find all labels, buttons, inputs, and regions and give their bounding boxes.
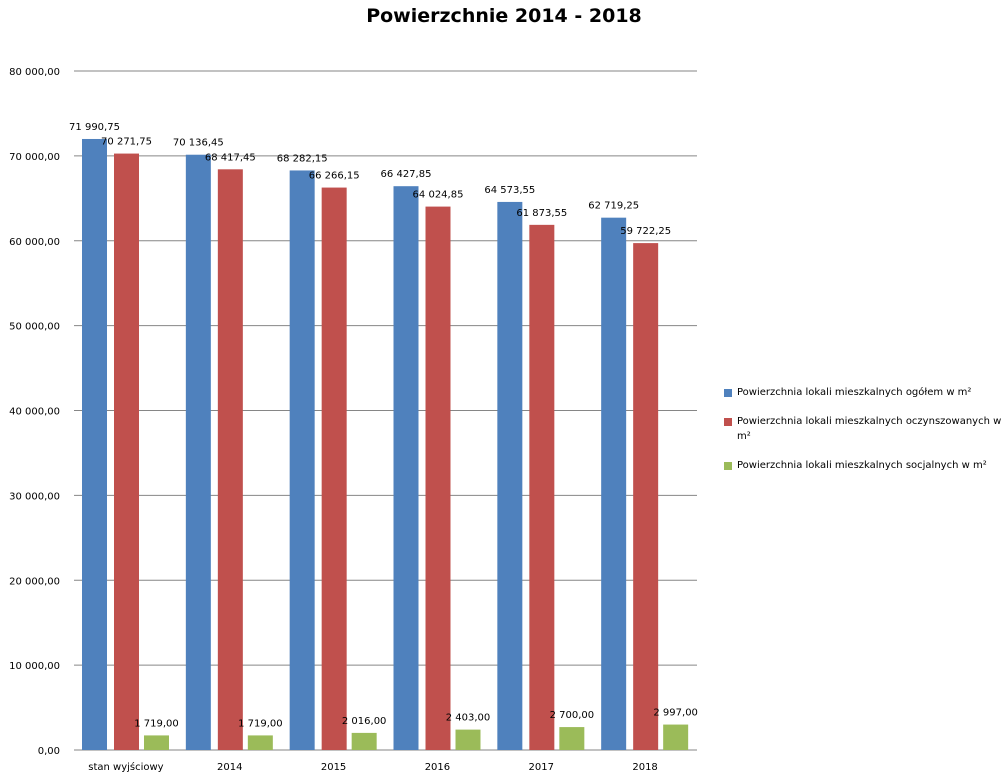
chart-title: Powierzchnie 2014 - 2018	[366, 5, 642, 27]
y-tick-label: 70 000,00	[9, 152, 60, 163]
bar	[82, 138, 107, 750]
bar	[455, 729, 481, 750]
bar	[144, 735, 169, 750]
bar	[601, 217, 627, 751]
x-tick-label: stan wyjściowy	[88, 761, 163, 773]
bar	[247, 735, 273, 750]
bar	[497, 201, 523, 750]
data-label: 61 873,55	[516, 208, 567, 219]
data-label: 2 403,00	[446, 713, 491, 724]
y-tick-label: 10 000,00	[9, 661, 60, 672]
y-tick-label: 80 000,00	[9, 67, 60, 78]
bar	[114, 153, 139, 750]
data-label: 1 719,00	[238, 718, 283, 729]
legend-swatch	[724, 462, 732, 470]
data-label: 64 573,55	[484, 185, 535, 196]
bar	[321, 187, 347, 751]
data-label: 59 722,25	[620, 226, 671, 237]
bar	[529, 224, 555, 750]
bar	[185, 154, 211, 751]
legend-swatch	[724, 389, 732, 397]
y-tick-label: 20 000,00	[9, 576, 60, 587]
data-label: 66 266,15	[309, 171, 360, 182]
bar	[559, 727, 585, 750]
x-tick-label: 2014	[217, 762, 242, 773]
bar	[425, 206, 451, 750]
data-label: 66 427,85	[381, 169, 432, 180]
y-tick-label: 30 000,00	[9, 491, 60, 502]
legend-label: Powierzchnia lokali mieszkalnych oczynsz…	[737, 416, 1002, 442]
y-tick-label: 60 000,00	[9, 237, 60, 248]
data-label: 64 024,85	[413, 190, 464, 201]
data-label: 70 136,45	[173, 138, 224, 149]
legend-item: Powierzchnia lokali mieszkalnych oczynsz…	[724, 414, 1004, 444]
legend-label: Powierzchnia lokali mieszkalnych socjaln…	[737, 460, 987, 471]
x-tick-label: 2016	[425, 762, 450, 773]
bar	[663, 724, 689, 750]
x-tick-label: 2015	[321, 762, 346, 773]
y-tick-label: 50 000,00	[9, 322, 60, 333]
data-label: 68 282,15	[277, 153, 328, 164]
data-label: 1 719,00	[134, 718, 179, 729]
bar	[351, 732, 377, 750]
bar	[289, 170, 315, 750]
bar	[633, 243, 659, 750]
bar	[217, 169, 243, 751]
legend-item: Powierzchnia lokali mieszkalnych socjaln…	[724, 458, 1004, 473]
y-tick-label: 40 000,00	[9, 407, 60, 418]
chart-legend: Powierzchnia lokali mieszkalnych ogółem …	[724, 385, 1004, 487]
x-tick-label: 2018	[632, 762, 657, 773]
data-label: 2 016,00	[342, 716, 387, 727]
x-tick-label: 2017	[529, 762, 554, 773]
data-label: 68 417,45	[205, 152, 256, 163]
data-label: 71 990,75	[69, 122, 120, 133]
data-label: 70 271,75	[101, 137, 152, 148]
data-label: 2 997,00	[653, 708, 698, 719]
bar	[393, 186, 419, 751]
legend-swatch	[724, 418, 732, 426]
y-tick-label: 0,00	[38, 746, 60, 757]
legend-item: Powierzchnia lokali mieszkalnych ogółem …	[724, 385, 1004, 400]
legend-label: Powierzchnia lokali mieszkalnych ogółem …	[737, 387, 972, 398]
data-label: 2 700,00	[550, 710, 595, 721]
data-label: 62 719,25	[588, 201, 639, 212]
